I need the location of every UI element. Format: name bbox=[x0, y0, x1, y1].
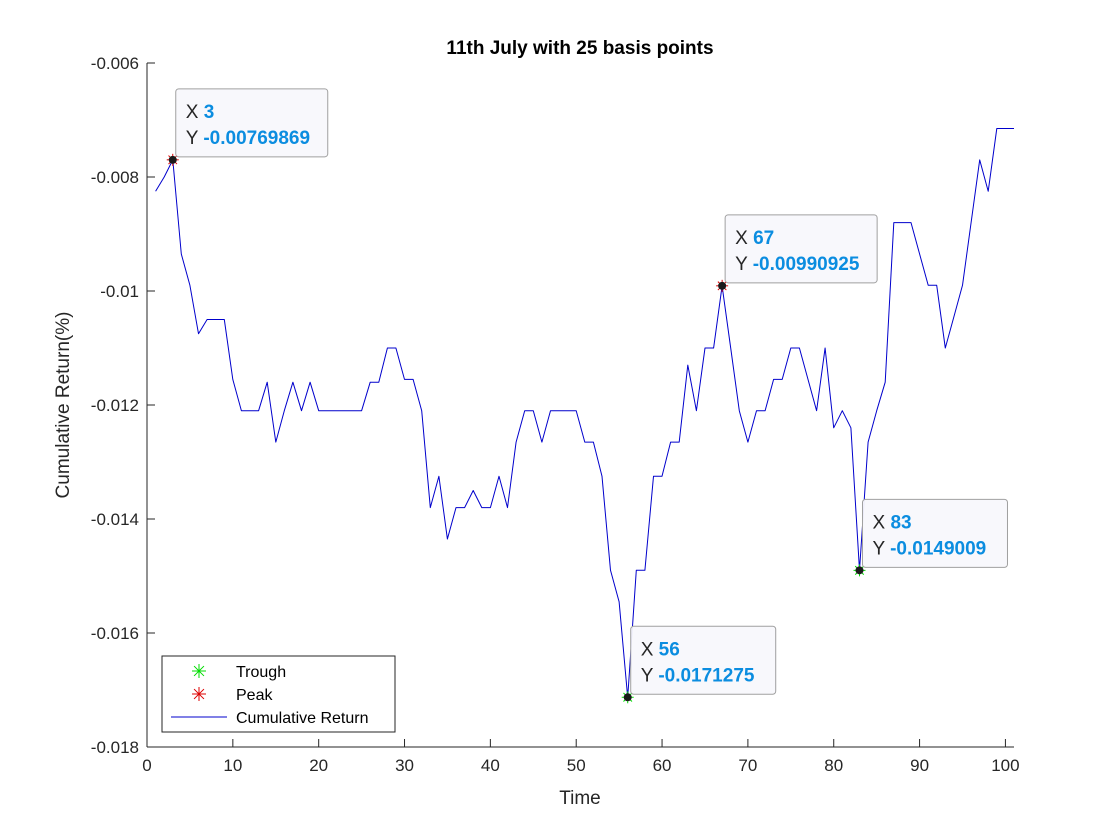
datatip-dot[interactable] bbox=[855, 566, 864, 575]
x-tick-label: 50 bbox=[567, 756, 586, 775]
datatip-y-row: Y -0.00990925 bbox=[735, 254, 860, 275]
datatip-y-key: Y bbox=[641, 665, 659, 686]
datatip-x-key: X bbox=[735, 228, 753, 249]
y-tick-label: -0.014 bbox=[91, 510, 139, 529]
y-tick-label: -0.012 bbox=[91, 396, 139, 415]
datatip-x-key: X bbox=[872, 512, 890, 533]
legend[interactable]: Trough Peak Cumulative Return bbox=[161, 655, 396, 733]
datatip-y-value: -0.0171275 bbox=[658, 665, 755, 686]
datatip-x-value: 56 bbox=[659, 639, 680, 660]
x-tick-label: 100 bbox=[991, 756, 1019, 775]
datatip-x-row: X 67 bbox=[735, 228, 774, 249]
markers-layer bbox=[166, 153, 866, 704]
datatip[interactable]: X 83Y -0.0149009 bbox=[861, 498, 1008, 568]
axes-frame bbox=[146, 63, 1014, 748]
datatip-y-key: Y bbox=[735, 254, 753, 275]
datatip-y-key: Y bbox=[872, 538, 890, 559]
datatip-dot[interactable] bbox=[168, 155, 177, 164]
datatip-box bbox=[630, 625, 777, 695]
axis-ticks: 0 10 20 30 40 50 60 70 80 90 100 -0.018 -0.016 -0.014… bbox=[91, 54, 1020, 775]
y-axis-title: Cumulative Return(%) bbox=[53, 312, 74, 499]
x-tick-label: 10 bbox=[223, 756, 242, 775]
datatip-box bbox=[724, 214, 878, 284]
plot-area bbox=[147, 63, 1014, 747]
datatip[interactable]: X 3Y -0.00769869 bbox=[175, 88, 329, 158]
legend-star-symbol bbox=[192, 687, 206, 701]
datatip-x-row: X 83 bbox=[872, 512, 911, 533]
legend-label: Trough bbox=[236, 664, 286, 681]
series-layer bbox=[155, 128, 1014, 698]
datatip-dot[interactable] bbox=[718, 281, 727, 290]
datatip-y-row: Y -0.0149009 bbox=[872, 538, 986, 559]
datatip-x-row: X 3 bbox=[186, 102, 215, 123]
datatip-y-row: Y -0.0171275 bbox=[641, 665, 755, 686]
y-tick-label: -0.008 bbox=[91, 168, 139, 187]
x-axis-title: Time bbox=[559, 788, 601, 809]
y-tick-label: -0.016 bbox=[91, 624, 139, 643]
x-tick-label: 90 bbox=[910, 756, 929, 775]
datatip[interactable]: X 56Y -0.0171275 bbox=[630, 625, 777, 695]
y-tick-label: -0.01 bbox=[100, 282, 139, 301]
legend-label: Cumulative Return bbox=[236, 710, 369, 727]
x-tick-label: 60 bbox=[653, 756, 672, 775]
datatip-y-key: Y bbox=[186, 128, 204, 149]
datatip-y-value: -0.00769869 bbox=[203, 128, 310, 149]
x-tick-label: 0 bbox=[142, 756, 151, 775]
y-tick-label: -0.018 bbox=[91, 738, 139, 757]
datatip-box bbox=[175, 88, 329, 158]
chart-title: 11th July with 25 basis points bbox=[446, 38, 713, 59]
datatip[interactable]: X 67Y -0.00990925 bbox=[724, 214, 878, 284]
datatip-y-value: -0.00990925 bbox=[753, 254, 860, 275]
datatip-x-key: X bbox=[641, 639, 659, 660]
datatip-x-value: 83 bbox=[890, 512, 911, 533]
datatip-x-key: X bbox=[186, 102, 204, 123]
x-tick-label: 20 bbox=[309, 756, 328, 775]
datatip-y-value: -0.0149009 bbox=[890, 538, 986, 559]
x-tick-label: 80 bbox=[824, 756, 843, 775]
y-tick-label: -0.006 bbox=[91, 54, 139, 73]
x-tick-label: 30 bbox=[395, 756, 414, 775]
datatip-x-value: 67 bbox=[753, 228, 774, 249]
datatip-x-row: X 56 bbox=[641, 639, 680, 660]
datatip-y-row: Y -0.00769869 bbox=[186, 128, 310, 149]
legend-entry[interactable]: Trough bbox=[192, 664, 286, 681]
x-tick-label: 40 bbox=[481, 756, 500, 775]
series-line-cumulative-return bbox=[155, 128, 1014, 698]
legend-entry[interactable]: Cumulative Return bbox=[171, 710, 369, 727]
legend-entry[interactable]: Peak bbox=[192, 687, 273, 704]
datatip-box bbox=[861, 498, 1008, 568]
legend-star-symbol bbox=[192, 664, 206, 678]
datatip-x-value: 3 bbox=[204, 102, 215, 123]
datatip-dot[interactable] bbox=[623, 693, 632, 702]
x-tick-label: 70 bbox=[738, 756, 757, 775]
legend-label: Peak bbox=[236, 687, 273, 704]
